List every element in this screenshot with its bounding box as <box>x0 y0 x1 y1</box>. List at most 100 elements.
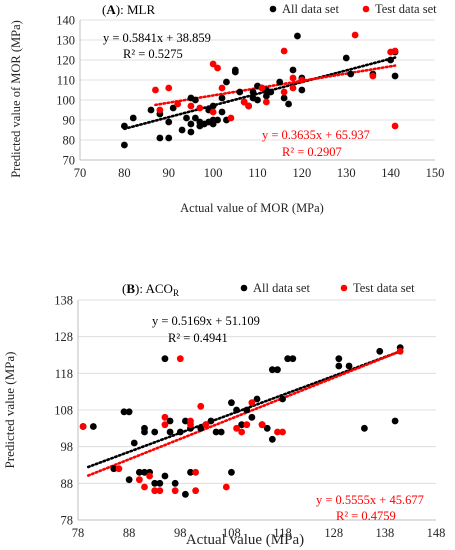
point-all <box>228 468 235 476</box>
point-test <box>218 84 226 92</box>
chart-a-title: (A): MLR <box>102 2 155 17</box>
point-test <box>391 122 399 130</box>
y-tick-label: 118 <box>55 367 73 381</box>
trendline-all <box>123 56 397 131</box>
point-all <box>285 100 292 108</box>
point-test <box>197 402 205 410</box>
point-all <box>187 120 195 128</box>
point-all <box>218 108 226 116</box>
chart-a-x-label: Actual value of MOR (MPa) <box>180 201 324 215</box>
point-all <box>207 417 215 425</box>
point-all <box>347 70 355 78</box>
point-test <box>156 106 164 114</box>
point-all <box>243 406 251 414</box>
y-tick-label: 98 <box>61 440 74 454</box>
point-all <box>147 106 155 114</box>
point-test <box>222 483 230 491</box>
point-all <box>171 479 179 487</box>
chart-a-fit-test-r2: R² = 0.2907 <box>282 145 342 159</box>
x-tick-label: 108 <box>222 526 241 540</box>
point-all <box>187 128 195 136</box>
chart-a-fit-all-equation: y = 0.5841x + 38.859 <box>103 31 211 45</box>
point-all <box>391 417 399 425</box>
point-test <box>176 355 184 363</box>
legend-marker-all <box>269 5 277 13</box>
x-tick-label: 120 <box>293 166 312 180</box>
point-test <box>396 347 404 355</box>
point-all <box>236 88 244 96</box>
point-test <box>171 487 179 495</box>
x-tick-label: 90 <box>163 166 176 180</box>
point-all <box>345 362 353 370</box>
point-all <box>120 122 128 130</box>
point-all <box>120 141 128 149</box>
point-test <box>161 421 169 429</box>
point-test <box>156 487 164 495</box>
point-all <box>268 435 276 443</box>
point-all <box>209 102 217 110</box>
y-tick-label: 88 <box>61 477 74 491</box>
point-all <box>268 366 276 374</box>
x-tick-label: 98 <box>174 526 187 540</box>
chart-b-fit-test-equation: y = 0.5555x + 45.677 <box>316 493 424 507</box>
point-all <box>178 126 186 134</box>
point-all <box>183 114 190 122</box>
x-tick-label: 110 <box>248 166 266 180</box>
point-test <box>165 84 173 92</box>
x-tick-label: 140 <box>381 166 400 180</box>
x-tick-label: 70 <box>74 166 87 180</box>
point-test <box>233 424 240 432</box>
point-all <box>279 395 286 403</box>
point-all <box>274 366 281 374</box>
point-test <box>192 487 200 495</box>
point-all <box>289 66 297 74</box>
point-all <box>249 88 257 96</box>
point-all <box>342 54 350 62</box>
y-tick-label: 90 <box>63 114 76 128</box>
point-all <box>165 134 173 142</box>
point-test <box>240 98 248 106</box>
x-tick-label: 130 <box>337 166 356 180</box>
point-test <box>202 421 210 429</box>
point-test <box>141 483 148 491</box>
point-test <box>258 421 266 429</box>
point-all <box>233 406 240 414</box>
point-test <box>196 104 204 112</box>
point-all <box>151 479 159 487</box>
point-all <box>125 408 133 416</box>
legend-label-test: Test data set <box>353 281 415 295</box>
point-all <box>161 472 169 480</box>
point-all <box>169 104 177 112</box>
point-all <box>197 424 205 432</box>
point-test <box>214 64 221 72</box>
point-all <box>289 355 297 363</box>
point-test <box>289 84 297 92</box>
legend-marker-test <box>362 5 370 13</box>
point-all <box>335 362 343 370</box>
point-test <box>279 428 286 436</box>
point-all <box>130 439 138 447</box>
point-test <box>391 47 399 55</box>
chart-b-legend: All data set Test data set <box>240 281 415 295</box>
point-test <box>79 423 87 430</box>
chart-b-fit-all-equation: y = 0.5169x + 51.109 <box>152 314 260 328</box>
y-tick-label: 128 <box>54 330 73 344</box>
x-tick-label: 150 <box>426 166 445 180</box>
legend-label-all: All data set <box>253 281 310 295</box>
point-test <box>115 465 123 473</box>
point-all <box>218 94 226 102</box>
point-all <box>387 56 395 64</box>
point-all <box>223 78 230 86</box>
chart-a-legend: All data set Test data set <box>269 2 437 16</box>
point-all <box>238 421 246 429</box>
y-tick-label: 80 <box>63 134 76 148</box>
point-all <box>191 114 199 122</box>
point-all <box>187 468 194 476</box>
point-all <box>166 428 174 436</box>
point-all <box>166 417 174 425</box>
point-all <box>161 355 169 363</box>
point-all <box>156 479 164 487</box>
point-all <box>254 96 261 104</box>
point-test <box>152 86 159 94</box>
